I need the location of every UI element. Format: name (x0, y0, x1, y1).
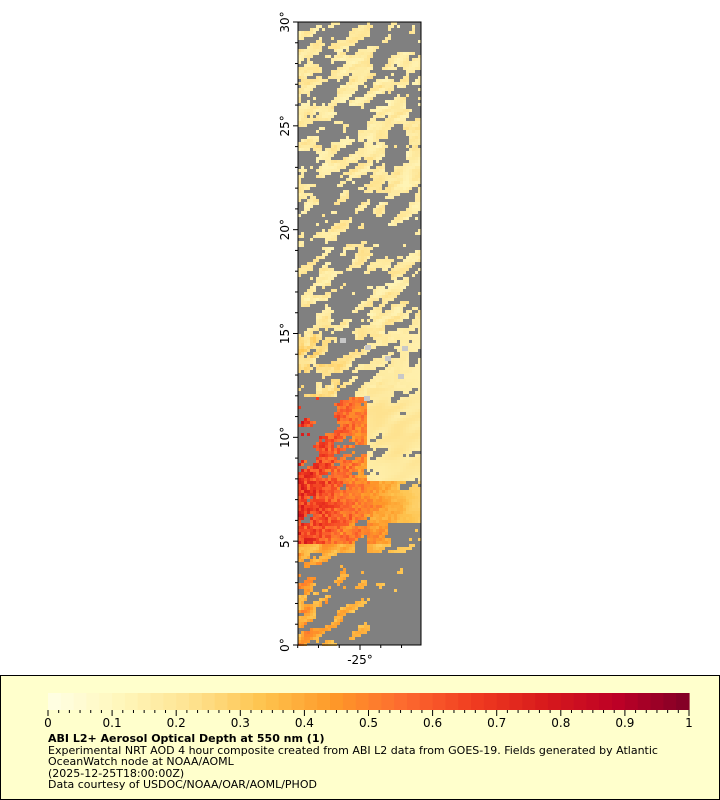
colorbar-bin (73, 693, 88, 710)
colorbar-bin (99, 693, 113, 710)
colorbar-bin (150, 693, 164, 710)
colorbar-tick-label: 0.1 (103, 716, 122, 730)
colorbar-bin (381, 693, 395, 710)
colorbar-bin (48, 693, 62, 710)
colorbar-bin (650, 693, 664, 710)
colorbar-bin (278, 693, 293, 710)
lon-label: -25° (347, 653, 373, 667)
latitude-axis: 0° 5° 10° 15° 20° 25° 30° (278, 11, 298, 652)
colorbar-bin (637, 693, 652, 710)
aod-field (298, 22, 421, 646)
colorbar-bin (124, 693, 139, 710)
colorbar-bin (86, 693, 100, 710)
colorbar-bin (176, 693, 190, 710)
legend-description-2: OceanWatch node at NOAA/AOML (48, 755, 234, 768)
colorbar-bin (496, 693, 511, 710)
colorbar-bin (189, 693, 203, 710)
colorbar-bin (547, 693, 562, 710)
colorbar-bin (509, 693, 523, 710)
lat-label: 10° (278, 427, 292, 448)
colorbar-tick-label: 0 (44, 716, 52, 730)
colorbar-bin (227, 693, 241, 710)
colorbar-bin (112, 693, 126, 710)
colorbar-bin (355, 693, 370, 710)
colorbar-bin (560, 693, 575, 710)
colorbar-bin (663, 693, 677, 710)
colorbar-bin (624, 693, 639, 710)
legend-description-1: Experimental NRT AOD 4 hour composite cr… (48, 744, 658, 757)
colorbar-bin (458, 693, 472, 710)
colorbar-tick-label: 1 (685, 716, 693, 730)
colorbar-tick-label: 0.7 (487, 716, 506, 730)
colorbar-tick-label: 0.4 (295, 716, 314, 730)
colorbar-bin (60, 693, 75, 710)
colorbar-bin (573, 693, 588, 710)
colorbar-bin (612, 693, 626, 710)
longitude-axis (297, 645, 403, 650)
colorbar: 0 0.1 0.2 0.3 0.4 0.5 0.6 0.7 0.8 0.9 1 (44, 693, 693, 730)
colorbar-tick-label: 0.3 (231, 716, 250, 730)
lat-label: 5° (278, 534, 292, 548)
lat-label: 25° (278, 115, 292, 136)
colorbar-bin (522, 693, 536, 710)
colorbar-bin (240, 693, 254, 710)
colorbar-tick-label: 0.8 (551, 716, 570, 730)
colorbar-bin (586, 693, 600, 710)
lat-label: 15° (278, 323, 292, 344)
colorbar-bin (394, 693, 408, 710)
colorbar-bin (368, 693, 382, 710)
colorbar-bin (445, 693, 459, 710)
legend-title: ABI L2+ Aerosol Optical Depth at 550 nm … (48, 732, 325, 745)
legend-credit: Data courtesy of USDOC/NOAA/OAR/AOML/PHO… (48, 778, 317, 791)
colorbar-bin (330, 693, 344, 710)
colorbar-bin (201, 693, 216, 710)
colorbar-bin (483, 693, 498, 710)
lat-label: 30° (278, 11, 292, 32)
colorbar-tick-label: 0.6 (423, 716, 442, 730)
colorbar-bin (137, 693, 152, 710)
colorbar-bin (253, 693, 267, 710)
legend-time: (2025-12-25T18:00:00Z) (48, 767, 185, 780)
lat-label: 0° (278, 638, 292, 652)
map-plot: 0° 5° 10° 15° 20° 25° 30° -25° (278, 11, 422, 667)
lat-label: 20° (278, 219, 292, 240)
colorbar-bin (304, 693, 318, 710)
colorbar-bin (163, 693, 177, 710)
colorbar-tick-label: 0.9 (615, 716, 634, 730)
colorbar-bin (317, 693, 331, 710)
colorbar-bin (676, 693, 690, 710)
colorbar-tick-label: 0.2 (167, 716, 186, 730)
colorbar-bin (471, 693, 485, 710)
legend-panel: 0 0.1 0.2 0.3 0.4 0.5 0.6 0.7 0.8 0.9 1 ABI L2+ Ae… (0, 675, 720, 800)
colorbar-tick-label: 0.5 (359, 716, 378, 730)
colorbar-bin (291, 693, 305, 710)
colorbar-bin (214, 693, 229, 710)
colorbar-bin (432, 693, 447, 710)
colorbar-bin (599, 693, 613, 710)
colorbar-bin (342, 693, 357, 710)
colorbar-bin (406, 693, 421, 710)
colorbar-bin (265, 693, 280, 710)
colorbar-bin (419, 693, 434, 710)
colorbar-bin (535, 693, 549, 710)
